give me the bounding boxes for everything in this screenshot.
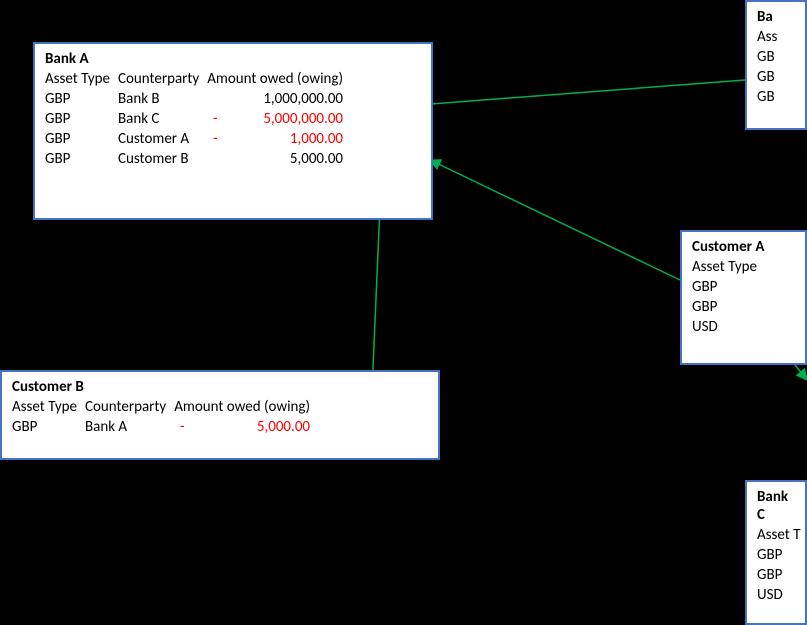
table-row: GBP bbox=[692, 278, 765, 298]
panel-title: Customer B bbox=[12, 378, 428, 396]
asset_type-cell: GB bbox=[757, 48, 785, 68]
counterparty-cell: Bank B bbox=[118, 90, 207, 110]
panel-bank-top-right: Ba Ass GBGBGB bbox=[745, 0, 807, 130]
amount-cell: -1,000.00 bbox=[207, 130, 351, 150]
amount-value: 1,000.00 bbox=[243, 130, 343, 148]
table-row: GBP bbox=[757, 546, 807, 566]
panel-title: Ba bbox=[757, 8, 795, 26]
arrow-topright-to-bankA bbox=[418, 80, 745, 105]
negative-dash: - bbox=[213, 130, 243, 148]
col-asset-type: Asset Type bbox=[12, 398, 85, 418]
ledger-table: Asset T GBPGBPUSD bbox=[757, 526, 807, 606]
table-row: GB bbox=[757, 48, 785, 68]
panel-bank-c: Bank C Asset T GBPGBPUSD bbox=[745, 480, 807, 625]
negative-dash: - bbox=[180, 418, 210, 436]
table-row: GBP bbox=[757, 566, 807, 586]
counterparty-cell: Customer A bbox=[118, 130, 207, 150]
panel-title: Bank C bbox=[757, 488, 795, 524]
table-row: USD bbox=[757, 586, 807, 606]
col-counterparty: Counterparty bbox=[85, 398, 174, 418]
asset_type-cell: USD bbox=[692, 318, 765, 338]
panel-title: Bank A bbox=[45, 50, 421, 68]
ledger-table: Asset Type GBPGBPUSD bbox=[692, 258, 765, 338]
asset_type-cell: GBP bbox=[45, 130, 118, 150]
asset_type-cell: GBP bbox=[757, 566, 807, 586]
panel-customer-a: Customer A Asset Type GBPGBPUSD bbox=[680, 230, 807, 365]
asset_type-cell: GBP bbox=[45, 90, 118, 110]
amount-value: 5,000.00 bbox=[243, 150, 343, 168]
ledger-table: Asset Type Counterparty Amount owed (owi… bbox=[12, 398, 318, 438]
amount-cell: -5,000,000.00 bbox=[207, 110, 351, 130]
table-row: GB bbox=[757, 68, 785, 88]
asset_type-cell: GBP bbox=[692, 298, 765, 318]
table-row: GBPCustomer B 5,000.00 bbox=[45, 150, 351, 170]
counterparty-cell: Bank A bbox=[85, 418, 174, 438]
table-row: GBPBank A-5,000.00 bbox=[12, 418, 318, 438]
asset_type-cell: GBP bbox=[45, 150, 118, 170]
amount-cell: 1,000,000.00 bbox=[207, 90, 351, 110]
ledger-table: Asset Type Counterparty Amount owed (owi… bbox=[45, 70, 351, 170]
amount-value: 5,000.00 bbox=[210, 418, 310, 436]
asset_type-cell: GBP bbox=[12, 418, 85, 438]
amount-cell: 5,000.00 bbox=[207, 150, 351, 170]
amount-value: 5,000,000.00 bbox=[243, 110, 343, 128]
table-row: GBPBank C-5,000,000.00 bbox=[45, 110, 351, 130]
negative-dash: - bbox=[213, 110, 243, 128]
table-row: GB bbox=[757, 88, 785, 108]
col-asset-type: Asset T bbox=[757, 526, 807, 546]
panel-customer-b: Customer B Asset Type Counterparty Amoun… bbox=[0, 370, 440, 460]
asset_type-cell: GB bbox=[757, 68, 785, 88]
col-asset-type: Asset Type bbox=[45, 70, 118, 90]
asset_type-cell: GBP bbox=[757, 546, 807, 566]
counterparty-cell: Customer B bbox=[118, 150, 207, 170]
amount-value: 1,000,000.00 bbox=[243, 90, 343, 108]
amount-cell: -5,000.00 bbox=[174, 418, 318, 438]
panel-bank-a: Bank A Asset Type Counterparty Amount ow… bbox=[33, 42, 433, 220]
asset_type-cell: GB bbox=[757, 88, 785, 108]
arrow-customerA-to-offright bbox=[795, 365, 807, 380]
col-amount: Amount owed (owing) bbox=[174, 398, 318, 418]
table-row: GBPCustomer A-1,000.00 bbox=[45, 130, 351, 150]
asset_type-cell: GBP bbox=[692, 278, 765, 298]
table-row: GBPBank B 1,000,000.00 bbox=[45, 90, 351, 110]
table-row: GBP bbox=[692, 298, 765, 318]
col-amount: Amount owed (owing) bbox=[207, 70, 351, 90]
col-asset-type: Asset Type bbox=[692, 258, 765, 278]
arrow-customerA-to-bankA bbox=[430, 160, 680, 280]
asset_type-cell: USD bbox=[757, 586, 807, 606]
panel-title: Customer A bbox=[692, 238, 795, 256]
counterparty-cell: Bank C bbox=[118, 110, 207, 130]
col-counterparty: Counterparty bbox=[118, 70, 207, 90]
ledger-table: Ass GBGBGB bbox=[757, 28, 785, 108]
col-asset-type: Ass bbox=[757, 28, 785, 48]
table-row: USD bbox=[692, 318, 765, 338]
asset_type-cell: GBP bbox=[45, 110, 118, 130]
